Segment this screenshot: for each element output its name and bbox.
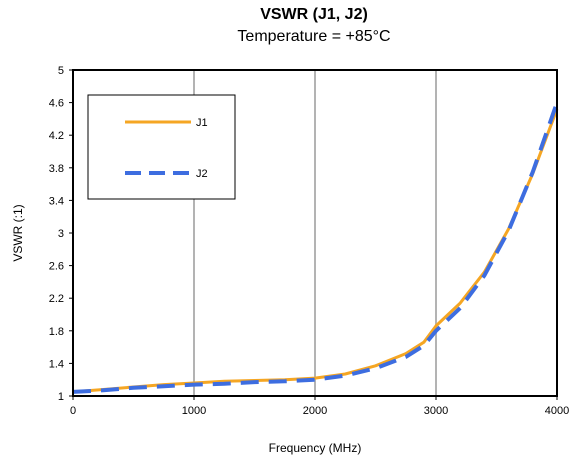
series-layer bbox=[72, 101, 559, 394]
legend-label-j2: J2 bbox=[196, 168, 208, 180]
chart-title: VSWR (J1, J2) bbox=[260, 6, 368, 23]
chart-subtitle: Temperature = +85°C bbox=[237, 28, 391, 45]
y-tick-label: 4.6 bbox=[49, 98, 64, 110]
y-tick-label: 5 bbox=[58, 65, 64, 77]
x-tick-label: 3000 bbox=[424, 405, 448, 417]
y-tick-label: 4.2 bbox=[49, 130, 64, 142]
legend-label-j1: J1 bbox=[196, 117, 208, 129]
series-line-j2 bbox=[72, 101, 559, 394]
y-tick-label: 2.2 bbox=[49, 293, 64, 305]
y-axis-label: VSWR (:1) bbox=[11, 204, 25, 261]
y-tick-label: 3 bbox=[58, 228, 64, 240]
x-tick-label: 2000 bbox=[303, 405, 327, 417]
x-tick-label: 0 bbox=[70, 405, 76, 417]
y-tick-label: 1 bbox=[58, 391, 64, 403]
x-tick-label: 4000 bbox=[545, 405, 569, 417]
y-tick-label: 1.8 bbox=[49, 326, 64, 338]
tick-labels: 0 1000 2000 3000 4000 1 1.4 1.8 2.2 2.6 3 3.4 3.8 4.2… bbox=[49, 65, 570, 417]
y-tick-label: 3.4 bbox=[49, 195, 64, 207]
legend-box bbox=[87, 94, 236, 200]
y-tick-label: 3.8 bbox=[49, 163, 64, 175]
legend: J1 J2 bbox=[87, 94, 236, 200]
y-tick-label: 2.6 bbox=[49, 261, 64, 273]
x-axis-label: Frequency (MHz) bbox=[269, 441, 362, 455]
y-tick-label: 1.4 bbox=[49, 358, 64, 370]
x-tick-label: 1000 bbox=[182, 405, 206, 417]
